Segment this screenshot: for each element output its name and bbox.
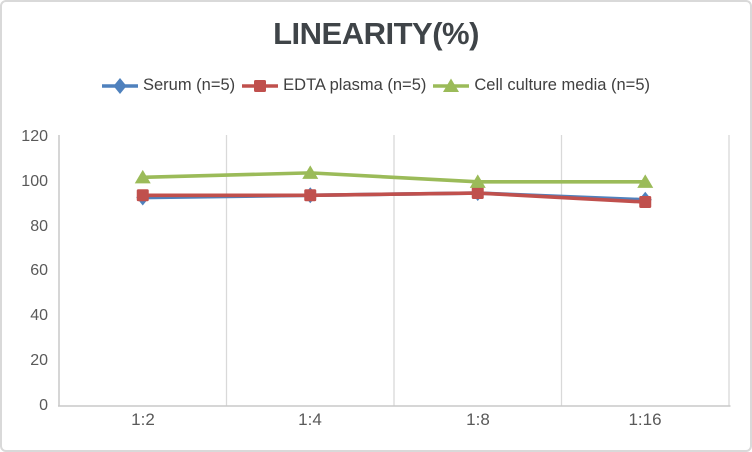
y-tick-label: 100 <box>21 173 48 190</box>
legend-item-cell-culture-media: Cell culture media (n=5) <box>433 76 650 95</box>
y-tick-label: 60 <box>30 262 48 279</box>
legend-label-edta-plasma: EDTA plasma (n=5) <box>283 76 427 94</box>
y-tick-label: 80 <box>30 218 48 235</box>
x-tick-label: 1:16 <box>628 410 662 429</box>
serum-diamond-marker-icon <box>101 77 138 94</box>
legend-item-edta-plasma: EDTA plasma (n=5) <box>242 76 426 95</box>
legend-item-serum: Serum (n=5) <box>101 76 236 95</box>
legend-label-cell-culture-media: Cell culture media (n=5) <box>474 76 650 94</box>
chart-legend: Serum (n=5) EDTA plasma (n=5) Cell cultu… <box>2 76 750 95</box>
x-tick-label: 1:4 <box>298 410 322 429</box>
y-tick-label: 0 <box>39 397 48 414</box>
cell-culture-media-triangle-marker-icon <box>433 78 470 92</box>
edta-plasma-square-marker-icon <box>242 79 279 92</box>
chart-title: LINEARITY(%) <box>273 16 479 51</box>
x-tick-label: 1:8 <box>466 410 490 429</box>
y-tick-label: 20 <box>30 352 48 369</box>
y-tick-label: 40 <box>30 307 48 324</box>
legend-label-serum: Serum (n=5) <box>142 76 236 94</box>
y-tick-label: 120 <box>21 128 48 145</box>
x-tick-label: 1:2 <box>131 410 155 429</box>
